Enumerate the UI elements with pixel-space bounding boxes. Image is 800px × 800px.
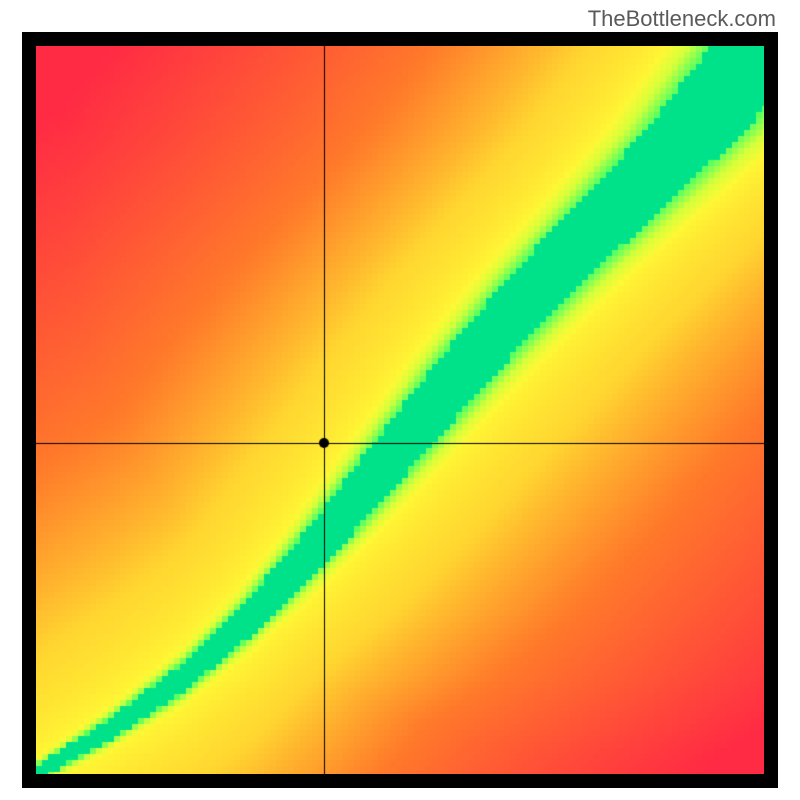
heatmap-canvas [36, 46, 764, 774]
plot-area [36, 46, 764, 774]
chart-container: TheBottleneck.com [0, 0, 800, 800]
watermark-text: TheBottleneck.com [588, 6, 776, 32]
chart-frame [22, 32, 778, 788]
